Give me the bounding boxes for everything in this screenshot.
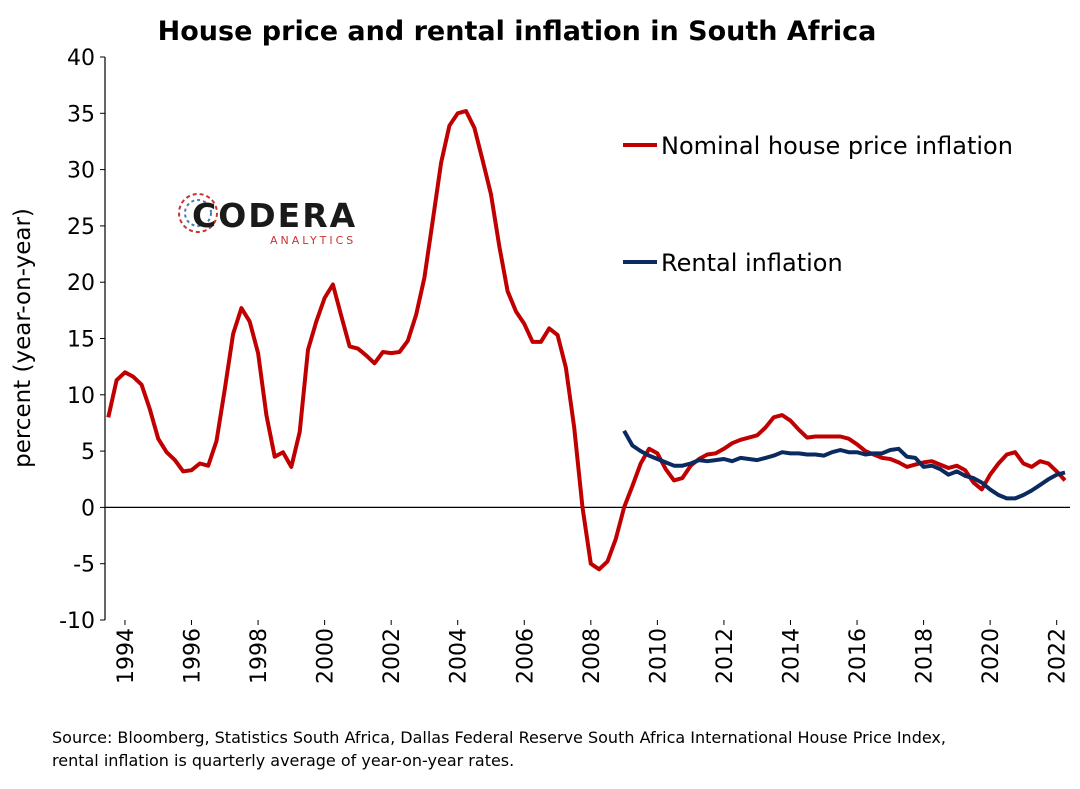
- x-tick-label: 1994: [114, 628, 139, 684]
- logo-name: CODERA: [192, 196, 357, 235]
- x-tick-label: 2000: [314, 628, 339, 684]
- y-tick-label: 15: [67, 328, 95, 353]
- y-tick-label: 0: [81, 496, 95, 521]
- x-tick-label: 2002: [380, 628, 405, 684]
- y-axis-label: percent (year-on-year): [10, 208, 36, 468]
- y-tick-label: 5: [81, 440, 95, 465]
- y-tick-label: 10: [67, 384, 95, 409]
- series-line: [622, 429, 1066, 501]
- y-tick-label: -10: [59, 609, 95, 634]
- legend-label: Rental inflation: [661, 249, 843, 277]
- legend-label: Nominal house price inflation: [661, 132, 1013, 160]
- y-tick-label: 25: [67, 215, 95, 240]
- y-tick-label: 35: [67, 102, 95, 127]
- chart-title: House price and rental inflation in Sout…: [158, 16, 877, 47]
- y-tick-label: 30: [67, 159, 95, 184]
- x-tick-label: 2020: [979, 628, 1004, 684]
- logo-icon: [184, 199, 212, 227]
- x-tick-label: 1998: [247, 628, 272, 684]
- x-tick-label: 2022: [1046, 628, 1071, 684]
- x-tick-label: 2008: [580, 628, 605, 684]
- logo-icon: [178, 193, 218, 233]
- x-tick-label: 2014: [779, 628, 804, 684]
- logo-mark: [178, 193, 218, 233]
- y-tick-label: -5: [73, 553, 95, 578]
- x-tick-label: 2010: [646, 628, 671, 684]
- x-tick-label: 2018: [913, 628, 938, 684]
- x-tick-label: 2016: [846, 628, 871, 684]
- series-line: [106, 109, 1067, 572]
- x-tick-label: 2012: [713, 628, 738, 684]
- x-tick-label: 1996: [181, 628, 206, 684]
- source-note: Source: Bloomberg, Statistics South Afri…: [52, 728, 946, 747]
- x-tick-label: 2004: [447, 628, 472, 684]
- y-tick-label: 40: [67, 46, 95, 71]
- y-tick-label: 20: [67, 271, 95, 296]
- logo-tagline: ANALYTICS: [270, 234, 356, 247]
- x-tick-label: 2006: [513, 628, 538, 684]
- source-note: rental inflation is quarterly average of…: [52, 751, 514, 770]
